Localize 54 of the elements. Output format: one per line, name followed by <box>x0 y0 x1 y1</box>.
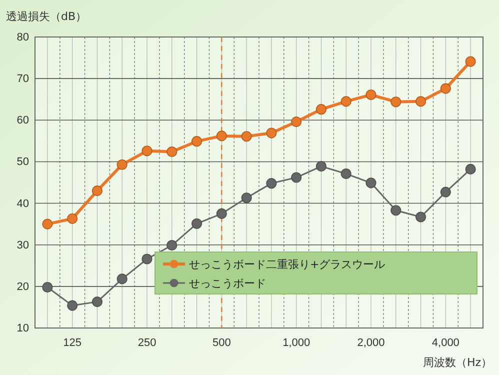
legend-label: せっこうボード二重張り+グラスウール <box>189 258 386 271</box>
point <box>366 178 376 188</box>
point <box>67 213 78 224</box>
x-tick-label: 125 <box>63 336 82 349</box>
point <box>415 212 426 222</box>
point <box>316 161 327 172</box>
point <box>142 146 152 156</box>
x-tick-label: 2,000 <box>357 336 385 349</box>
point <box>116 159 128 170</box>
point <box>465 56 476 67</box>
point <box>42 282 53 293</box>
x-tick-label: 1,000 <box>282 336 310 349</box>
point <box>166 240 178 251</box>
point <box>166 146 178 158</box>
point <box>216 208 227 219</box>
point <box>216 130 227 142</box>
y-tick-label: 40 <box>16 198 29 210</box>
point <box>67 300 78 311</box>
y-tick-label: 30 <box>16 239 29 252</box>
y-axis-title: 透過損失（dB） <box>6 10 87 23</box>
point <box>440 83 451 94</box>
y-tick-label: 70 <box>16 73 29 86</box>
point <box>440 186 451 198</box>
legend-label: せっこうボード <box>189 277 266 290</box>
point <box>241 131 252 142</box>
y-tick-label: 20 <box>16 280 29 293</box>
point <box>92 296 103 308</box>
point <box>116 274 128 284</box>
point <box>191 136 202 147</box>
point <box>191 218 202 229</box>
y-tick-label: 10 <box>16 322 29 335</box>
point <box>42 218 53 230</box>
y-tick-label: 60 <box>16 114 29 127</box>
y-tick-label: 80 <box>16 32 29 44</box>
x-tick-label: 500 <box>212 336 231 349</box>
point <box>266 128 277 138</box>
x-tick-label: 250 <box>138 336 156 349</box>
point <box>92 186 103 196</box>
point <box>465 164 476 174</box>
point <box>390 205 402 216</box>
point <box>291 172 302 183</box>
point <box>266 178 277 189</box>
y-tick-label: 50 <box>16 156 29 168</box>
point <box>415 96 426 107</box>
point <box>340 96 352 107</box>
point <box>340 168 352 180</box>
point <box>366 90 376 100</box>
x-axis-title: 周波数（Hz） <box>422 356 492 369</box>
point <box>390 96 402 108</box>
point <box>142 254 152 264</box>
point <box>316 104 327 115</box>
x-tick-label: 4,000 <box>432 336 460 349</box>
point <box>241 192 252 204</box>
point <box>291 116 302 128</box>
